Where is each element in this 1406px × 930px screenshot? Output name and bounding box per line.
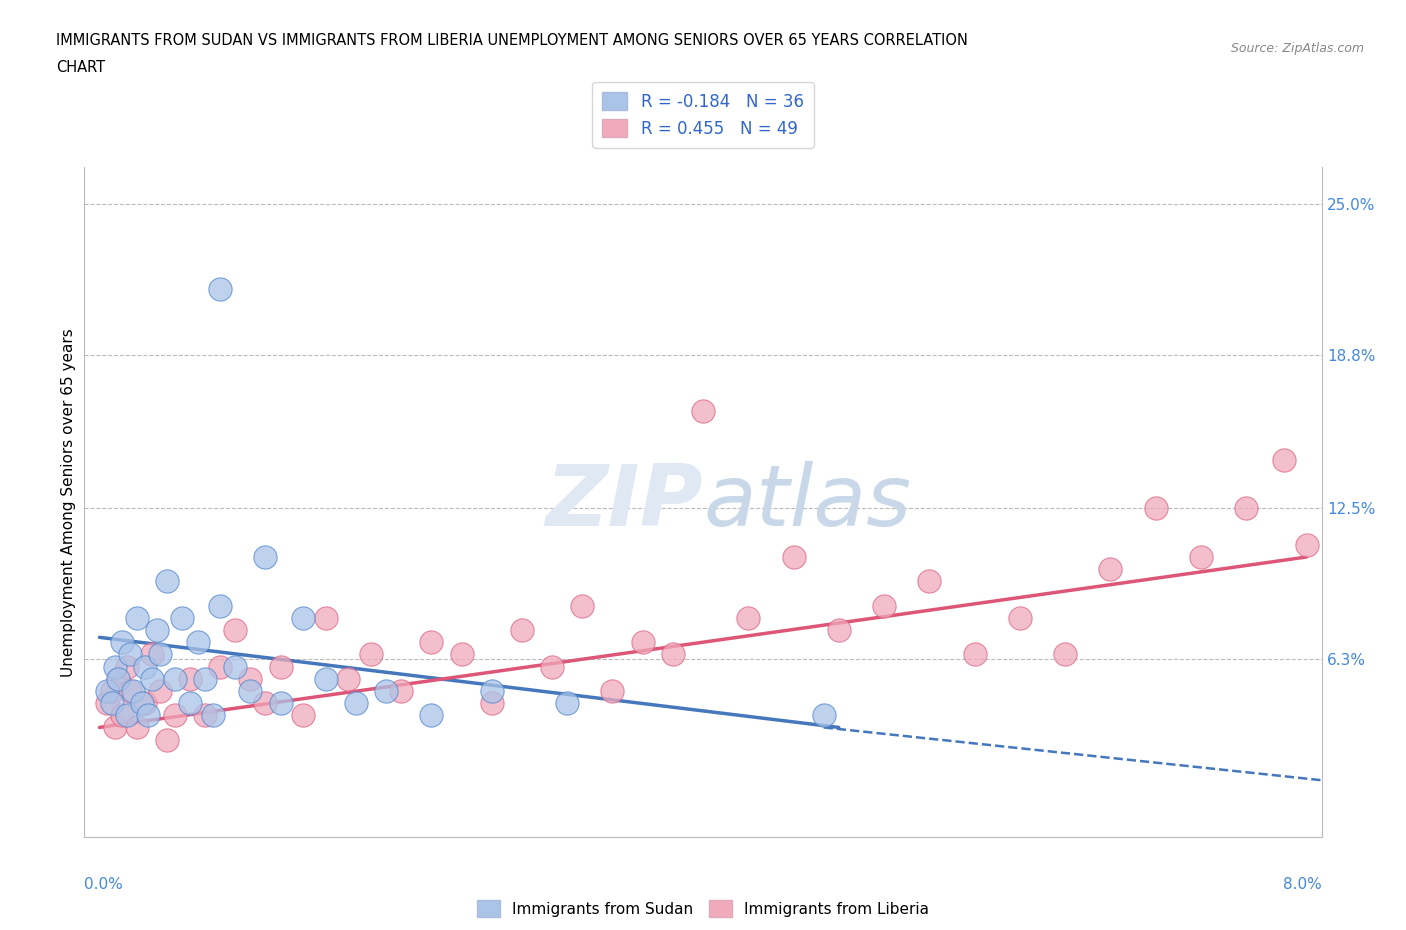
Point [813,708,835,723]
Point [121,684,143,698]
Point [873,598,896,613]
Point [292,610,315,625]
Point [571,598,593,613]
Point [179,671,201,686]
Point [107,671,129,686]
Point [224,622,246,637]
Text: Source: ZipAtlas.com: Source: ZipAtlas.com [1230,42,1364,55]
Point [136,708,159,723]
Point [918,574,941,589]
Point [156,574,179,589]
Point [134,696,156,711]
Point [254,696,277,711]
Point [1008,610,1031,625]
Point [118,647,141,662]
Point [481,696,503,711]
Text: IMMIGRANTS FROM SUDAN VS IMMIGRANTS FROM LIBERIA UNEMPLOYMENT AMONG SENIORS OVER: IMMIGRANTS FROM SUDAN VS IMMIGRANTS FROM… [56,33,969,47]
Point [186,635,208,650]
Point [344,696,367,711]
Point [555,696,578,711]
Point [254,550,277,565]
Point [141,647,163,662]
Text: atlas: atlas [703,460,911,544]
Point [127,610,149,625]
Point [172,610,194,625]
Point [134,659,156,674]
Point [209,598,232,613]
Legend: Immigrants from Sudan, Immigrants from Liberia: Immigrants from Sudan, Immigrants from L… [471,895,935,923]
Point [389,684,412,698]
Point [1054,647,1077,662]
Point [115,659,138,674]
Point [100,696,122,711]
Point [115,708,138,723]
Point [209,659,232,674]
Point [541,659,564,674]
Point [337,671,360,686]
Point [782,550,804,565]
Point [315,610,337,625]
Point [239,671,262,686]
Point [224,659,246,674]
Text: 0.0%: 0.0% [84,877,124,892]
Point [118,684,141,698]
Point [662,647,685,662]
Point [737,610,759,625]
Text: 8.0%: 8.0% [1282,877,1322,892]
Point [107,671,129,686]
Point [131,696,153,711]
Point [194,708,217,723]
Point [179,696,201,711]
Point [141,671,163,686]
Point [201,708,224,723]
Point [631,635,654,650]
Point [420,635,443,650]
Point [163,671,186,686]
Point [420,708,443,723]
Point [450,647,472,662]
Text: ZIP: ZIP [546,460,703,544]
Text: CHART: CHART [56,60,105,75]
Point [111,708,134,723]
Point [375,684,398,698]
Point [103,720,125,735]
Point [149,647,172,662]
Point [194,671,217,686]
Point [103,659,125,674]
Point [1144,501,1167,516]
Point [1272,452,1295,467]
Point [510,622,533,637]
Point [828,622,851,637]
Point [1295,538,1317,552]
Point [963,647,986,662]
Point [96,684,118,698]
Point [96,696,118,711]
Point [156,732,179,747]
Point [163,708,186,723]
Point [270,696,292,711]
Point [1234,501,1257,516]
Point [239,684,262,698]
Point [149,684,172,698]
Point [270,659,292,674]
Point [209,282,232,297]
Point [100,684,122,698]
Point [111,635,134,650]
Point [1099,562,1122,577]
Point [146,622,169,637]
Y-axis label: Unemployment Among Seniors over 65 years: Unemployment Among Seniors over 65 years [60,328,76,677]
Point [481,684,503,698]
Point [127,720,149,735]
Point [692,404,714,418]
Point [360,647,382,662]
Point [1189,550,1212,565]
Point [292,708,315,723]
Point [315,671,337,686]
Point [602,684,624,698]
